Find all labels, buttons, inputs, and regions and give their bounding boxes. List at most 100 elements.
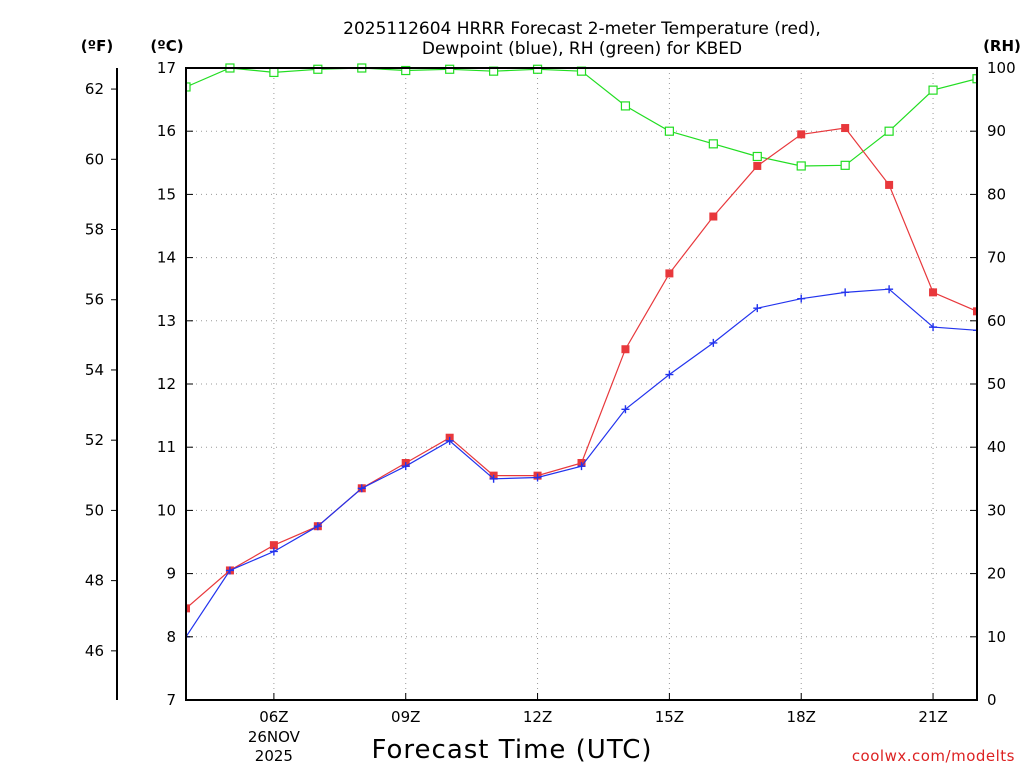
2-meter-temperature-point <box>621 345 630 354</box>
2-meter-temperature-point <box>841 124 850 133</box>
rh-point <box>664 126 674 136</box>
rh-tick-label: 70 <box>987 249 1006 267</box>
rh-point <box>796 161 806 171</box>
celsius-tick-label: 9 <box>166 565 176 583</box>
rh-point <box>401 65 411 76</box>
celsius-tick-label: 12 <box>157 375 176 393</box>
dewpoint-point <box>973 326 977 335</box>
rh-line <box>186 67 977 167</box>
dewpoint-point <box>533 473 542 482</box>
celsius-axis-label: (ºC) <box>150 37 183 55</box>
celsius-tick-label: 16 <box>157 122 176 140</box>
2-meter-temperature-point <box>665 269 674 278</box>
rh-tick-label: 50 <box>987 375 1006 393</box>
rh-point <box>313 64 323 74</box>
rh-tick-label: 0 <box>987 691 997 709</box>
2-meter-temperature-point <box>186 604 190 613</box>
fahrenheit-tick-label: 56 <box>85 291 104 309</box>
2-meter-temperature-line <box>186 127 977 609</box>
2-meter-temperature-point <box>797 130 806 139</box>
dewpoint-point <box>357 484 366 493</box>
rh-point <box>884 126 894 136</box>
rh-point <box>445 64 455 74</box>
rh-tick-label: 40 <box>987 438 1006 456</box>
dewpoint-point <box>313 522 322 531</box>
rh-point <box>620 101 631 111</box>
fahrenheit-tick-label: 58 <box>85 221 104 239</box>
celsius-tick-label: 10 <box>157 501 176 519</box>
rh-tick-label: 30 <box>987 501 1006 519</box>
rh-point <box>269 67 279 78</box>
dewpoint-point <box>797 294 806 303</box>
2-meter-temperature-point <box>929 288 938 297</box>
chart-title-line1: 2025112604 HRRR Forecast 2-meter Tempera… <box>343 19 821 39</box>
fahrenheit-tick-label: 62 <box>85 80 104 98</box>
dewpoint-point <box>753 304 762 313</box>
dewpoint-point <box>445 436 454 445</box>
2-meter-temperature-point <box>709 212 718 221</box>
rh-point <box>972 74 977 84</box>
fahrenheit-tick-label: 48 <box>85 572 104 590</box>
rh-axis-label: (RH) <box>983 37 1021 55</box>
x-tick-label: 12Z <box>523 708 552 726</box>
credit-text: coolwx.com/modelts <box>852 747 1015 765</box>
dewpoint-point <box>577 462 586 471</box>
fahrenheit-axis-label: (ºF) <box>81 37 113 55</box>
fahrenheit-tick-label: 60 <box>85 150 104 168</box>
tick-marks-and-labels: 7 8 9 10 11 12 13 14 15 16 17 46 48 50 52 54 56 58 60 62 0 10… <box>85 59 1016 765</box>
rh-point <box>532 64 543 74</box>
gridlines <box>186 68 977 700</box>
2-meter-temperature-point <box>269 541 278 550</box>
celsius-tick-label: 7 <box>166 691 176 709</box>
x-tick-label: 09Z <box>391 708 420 726</box>
dewpoint-point <box>269 547 278 556</box>
rh-tick-label: 100 <box>987 59 1016 77</box>
rh-series <box>186 63 977 171</box>
rh-point <box>708 139 718 149</box>
fahrenheit-tick-label: 50 <box>85 501 104 519</box>
dewpoint-point <box>929 323 938 332</box>
x-tick-label: 21Z <box>918 708 947 726</box>
dewpoint-point <box>489 474 498 483</box>
fahrenheit-tick-label: 46 <box>85 642 104 660</box>
x-year-label: 2025 <box>255 747 293 765</box>
rh-point <box>186 82 191 92</box>
2-meter-temperature-point <box>753 161 762 170</box>
rh-tick-label: 60 <box>987 312 1006 330</box>
celsius-tick-label: 17 <box>157 59 176 77</box>
x-tick-label: 06Z <box>259 708 288 726</box>
2-meter-temperature-point <box>885 180 894 189</box>
x-axis-label: Forecast Time (UTC) <box>371 735 652 765</box>
dewpoint-point <box>841 288 850 297</box>
fahrenheit-tick-label: 52 <box>85 431 104 449</box>
rh-tick-label: 90 <box>987 122 1006 140</box>
rh-point <box>840 160 850 170</box>
rh-tick-label: 20 <box>987 565 1006 583</box>
rh-point <box>752 151 762 162</box>
dewpoint-point <box>401 462 410 471</box>
dewpoint-point <box>885 285 894 294</box>
rh-tick-label: 10 <box>987 628 1006 646</box>
chart-title-line2: Dewpoint (blue), RH (green) for KBED <box>422 39 742 59</box>
fahrenheit-tick-label: 54 <box>85 361 104 379</box>
rh-tick-label: 80 <box>987 185 1006 203</box>
dewpoint-point <box>709 338 718 347</box>
celsius-tick-label: 14 <box>157 249 176 267</box>
celsius-tick-label: 8 <box>166 628 176 646</box>
celsius-tick-label: 13 <box>157 312 176 330</box>
x-date-label: 26NOV <box>248 728 301 746</box>
data-series <box>186 63 977 641</box>
x-tick-label: 18Z <box>787 708 816 726</box>
x-tick-label: 15Z <box>655 708 684 726</box>
dewpoint-point <box>621 405 630 414</box>
2-meter-temperature-point <box>973 307 977 316</box>
celsius-tick-label: 15 <box>157 185 176 203</box>
celsius-tick-label: 11 <box>157 438 176 456</box>
dewpoint-point <box>225 566 234 575</box>
rh-point <box>928 85 938 95</box>
dewpoint-point <box>665 370 674 379</box>
titles: 2025112604 HRRR Forecast 2-meter Tempera… <box>81 19 1021 765</box>
2-meter-temperature-series <box>186 124 977 613</box>
